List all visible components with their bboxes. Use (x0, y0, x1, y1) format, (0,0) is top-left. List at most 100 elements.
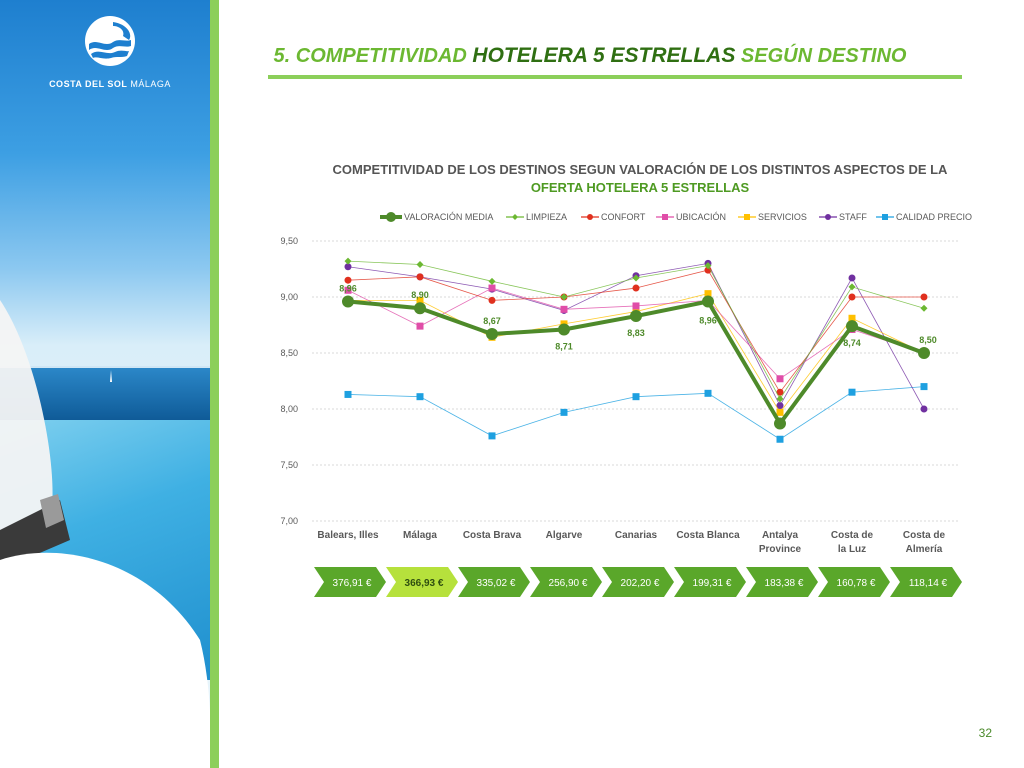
data-point (488, 284, 496, 292)
sidebar-decor (0, 300, 210, 768)
data-label: 8,96 (339, 283, 357, 293)
legend-label: STAFF (839, 212, 867, 222)
data-point (558, 323, 570, 336)
legend-label: LIMPIEZA (526, 212, 567, 222)
x-tick-label: Almería (906, 544, 943, 555)
data-point (704, 389, 712, 397)
x-tick-label: Costa de (831, 530, 874, 541)
data-point (882, 214, 888, 220)
divider-bar (210, 0, 219, 768)
data-point (776, 402, 784, 410)
price-label: 256,90 € (549, 578, 588, 589)
x-tick-label: Province (759, 544, 802, 555)
data-point (344, 390, 352, 398)
data-point (848, 274, 856, 282)
data-point (632, 302, 640, 310)
legend-label: SERVICIOS (758, 212, 807, 222)
price-chevron (746, 567, 818, 597)
data-label: 8,71 (555, 341, 573, 351)
x-tick-label: Costa Brava (463, 530, 522, 541)
price-chevron (890, 567, 962, 597)
x-tick-label: Málaga (403, 530, 437, 541)
x-tick-label: Antalya (762, 530, 799, 541)
data-point (342, 295, 354, 308)
legend-label: UBICACIÓN (676, 212, 726, 222)
data-point (632, 284, 640, 292)
price-chevron (314, 567, 386, 597)
chart-title-line2: OFERTA HOTELERA 5 ESTRELLAS (530, 180, 750, 195)
page-title: 5. COMPETITIVIDAD HOTELERA 5 ESTRELLAS S… (270, 44, 910, 68)
data-point (744, 214, 750, 220)
data-point (776, 408, 784, 416)
data-point (774, 417, 786, 430)
data-point (587, 214, 593, 220)
x-tick-label: Algarve (546, 530, 583, 541)
price-label: 118,14 € (909, 578, 948, 589)
data-point (662, 214, 668, 220)
price-chevron (530, 567, 602, 597)
data-point (560, 293, 568, 301)
data-point (344, 263, 352, 271)
data-point (776, 435, 784, 443)
data-point (920, 383, 928, 391)
data-point (486, 327, 498, 340)
data-point (560, 305, 568, 313)
data-point (848, 283, 856, 291)
data-point (704, 262, 712, 270)
y-tick-label: 7,00 (280, 516, 298, 526)
data-point (848, 388, 856, 396)
data-point (632, 274, 640, 282)
y-tick-label: 8,50 (280, 348, 298, 358)
data-point (632, 393, 640, 401)
data-point (386, 212, 396, 222)
data-label: 8,90 (411, 290, 429, 300)
data-point (560, 408, 568, 416)
data-label: 8,83 (627, 328, 645, 338)
sidebar-photo: COSTA DEL SOL MÁLAGA (0, 0, 210, 768)
data-point (630, 310, 642, 323)
data-point (414, 302, 426, 315)
price-chevron (386, 567, 458, 597)
data-point (848, 293, 856, 301)
y-tick-label: 9,00 (280, 292, 298, 302)
data-point (825, 214, 831, 220)
legend-label: CALIDAD PRECIO (896, 212, 972, 222)
page-title-part1: 5. COMPETITIVIDAD (273, 45, 473, 67)
data-point (776, 388, 784, 396)
data-point (344, 257, 352, 265)
data-point (846, 320, 858, 333)
data-point (920, 304, 928, 312)
data-point (848, 314, 856, 322)
y-tick-label: 7,50 (280, 460, 298, 470)
data-point (918, 347, 930, 359)
page-number: 32 (978, 726, 992, 740)
price-label: 199,31 € (693, 578, 732, 589)
x-tick-label: Canarias (615, 530, 658, 541)
data-point (702, 295, 714, 308)
chart-title: COMPETITIVIDAD DE LOS DESTINOS SEGUN VAL… (332, 162, 948, 177)
data-point (344, 276, 352, 284)
data-label: 8,67 (483, 316, 501, 326)
legend-label: CONFORT (601, 212, 646, 222)
legend-label: VALORACIÓN MEDIA (404, 212, 493, 222)
price-label: 202,20 € (621, 578, 660, 589)
price-chevron (458, 567, 530, 597)
price-label: 160,78 € (837, 578, 876, 589)
data-point (488, 432, 496, 440)
title-underline (268, 75, 962, 79)
y-tick-label: 9,50 (280, 236, 298, 246)
data-point (416, 296, 424, 304)
data-label: 8,50 (919, 335, 937, 345)
data-label: 8,96 (699, 315, 717, 325)
page-title-part3: SEGÚN DESTINO (735, 45, 907, 67)
data-point (488, 277, 496, 285)
data-point (344, 286, 352, 294)
horizon (0, 366, 210, 369)
price-chevron (674, 567, 746, 597)
price-chevron (818, 567, 890, 597)
x-tick-label: Balears, Illes (317, 530, 379, 541)
logo: COSTA DEL SOL MÁLAGA (40, 14, 180, 89)
data-label: 8,74 (843, 338, 861, 348)
logo-wave-icon (85, 16, 135, 66)
